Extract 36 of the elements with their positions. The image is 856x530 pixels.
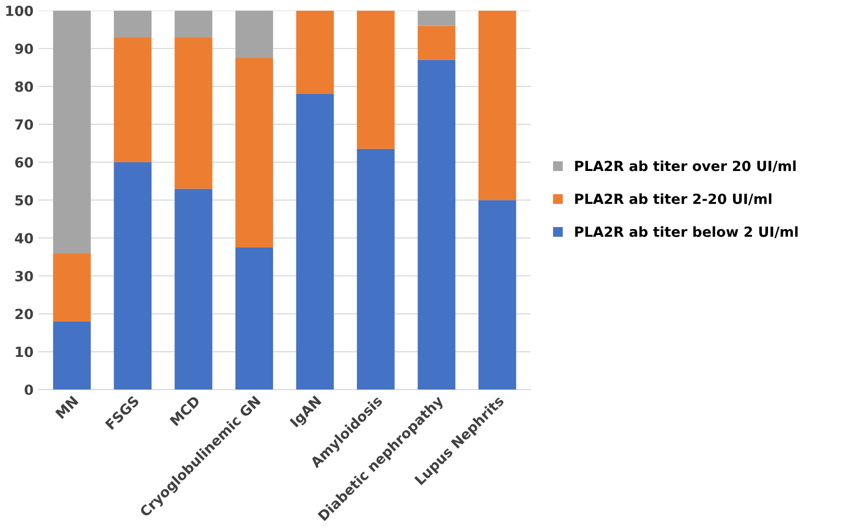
y-tick-label: 80 <box>15 81 33 92</box>
bar <box>478 200 516 390</box>
bar <box>53 321 91 390</box>
bar <box>418 60 456 390</box>
legend-label: PLA2R ab titer below 2 UI/ml <box>575 226 798 238</box>
bar <box>296 10 334 94</box>
bar <box>53 10 91 254</box>
bar <box>174 188 212 390</box>
y-tick-label: 90 <box>15 43 33 54</box>
bar <box>114 37 152 162</box>
legend-label: PLA2R ab titer 2-20 UI/ml <box>575 193 772 206</box>
y-tick-label: 70 <box>15 119 33 130</box>
bar <box>296 94 334 390</box>
x-tick-label: MN <box>55 396 78 419</box>
bar <box>235 247 274 390</box>
y-tick-label: 30 <box>15 270 33 282</box>
y-tick-label: 40 <box>14 232 33 244</box>
bar <box>478 10 516 200</box>
bar <box>418 10 456 26</box>
bar <box>174 10 212 38</box>
bar <box>418 26 456 60</box>
y-tick-label: 100 <box>6 6 33 16</box>
bar <box>356 10 395 149</box>
bar <box>174 37 212 189</box>
y-tick-label: 10 <box>16 346 33 358</box>
bar <box>235 58 274 248</box>
bar <box>53 253 91 322</box>
bar <box>114 10 152 38</box>
bar <box>356 148 395 390</box>
legend-label: PLA2R ab titer over 20 UI/ml <box>575 160 796 172</box>
bar <box>114 162 152 390</box>
y-tick-label: 20 <box>15 308 33 320</box>
bar <box>235 10 274 58</box>
y-tick-label: 0 <box>24 384 33 396</box>
y-tick-label: 50 <box>15 195 33 206</box>
y-tick-label: 60 <box>15 157 33 168</box>
